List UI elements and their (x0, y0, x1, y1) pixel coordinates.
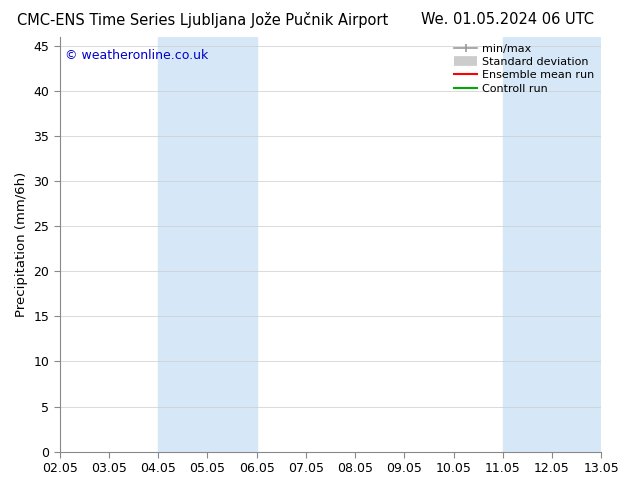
Legend: min/max, Standard deviation, Ensemble mean run, Controll run: min/max, Standard deviation, Ensemble me… (451, 40, 598, 97)
Bar (158, 37, 257, 452)
Text: CMC-ENS Time Series Ljubljana Jože Pučnik Airport: CMC-ENS Time Series Ljubljana Jože Pučni… (17, 12, 389, 28)
Text: © weatheronline.co.uk: © weatheronline.co.uk (65, 49, 209, 63)
Y-axis label: Precipitation (mm/6h): Precipitation (mm/6h) (15, 172, 28, 317)
Bar (503, 37, 601, 452)
Text: We. 01.05.2024 06 UTC: We. 01.05.2024 06 UTC (421, 12, 593, 27)
